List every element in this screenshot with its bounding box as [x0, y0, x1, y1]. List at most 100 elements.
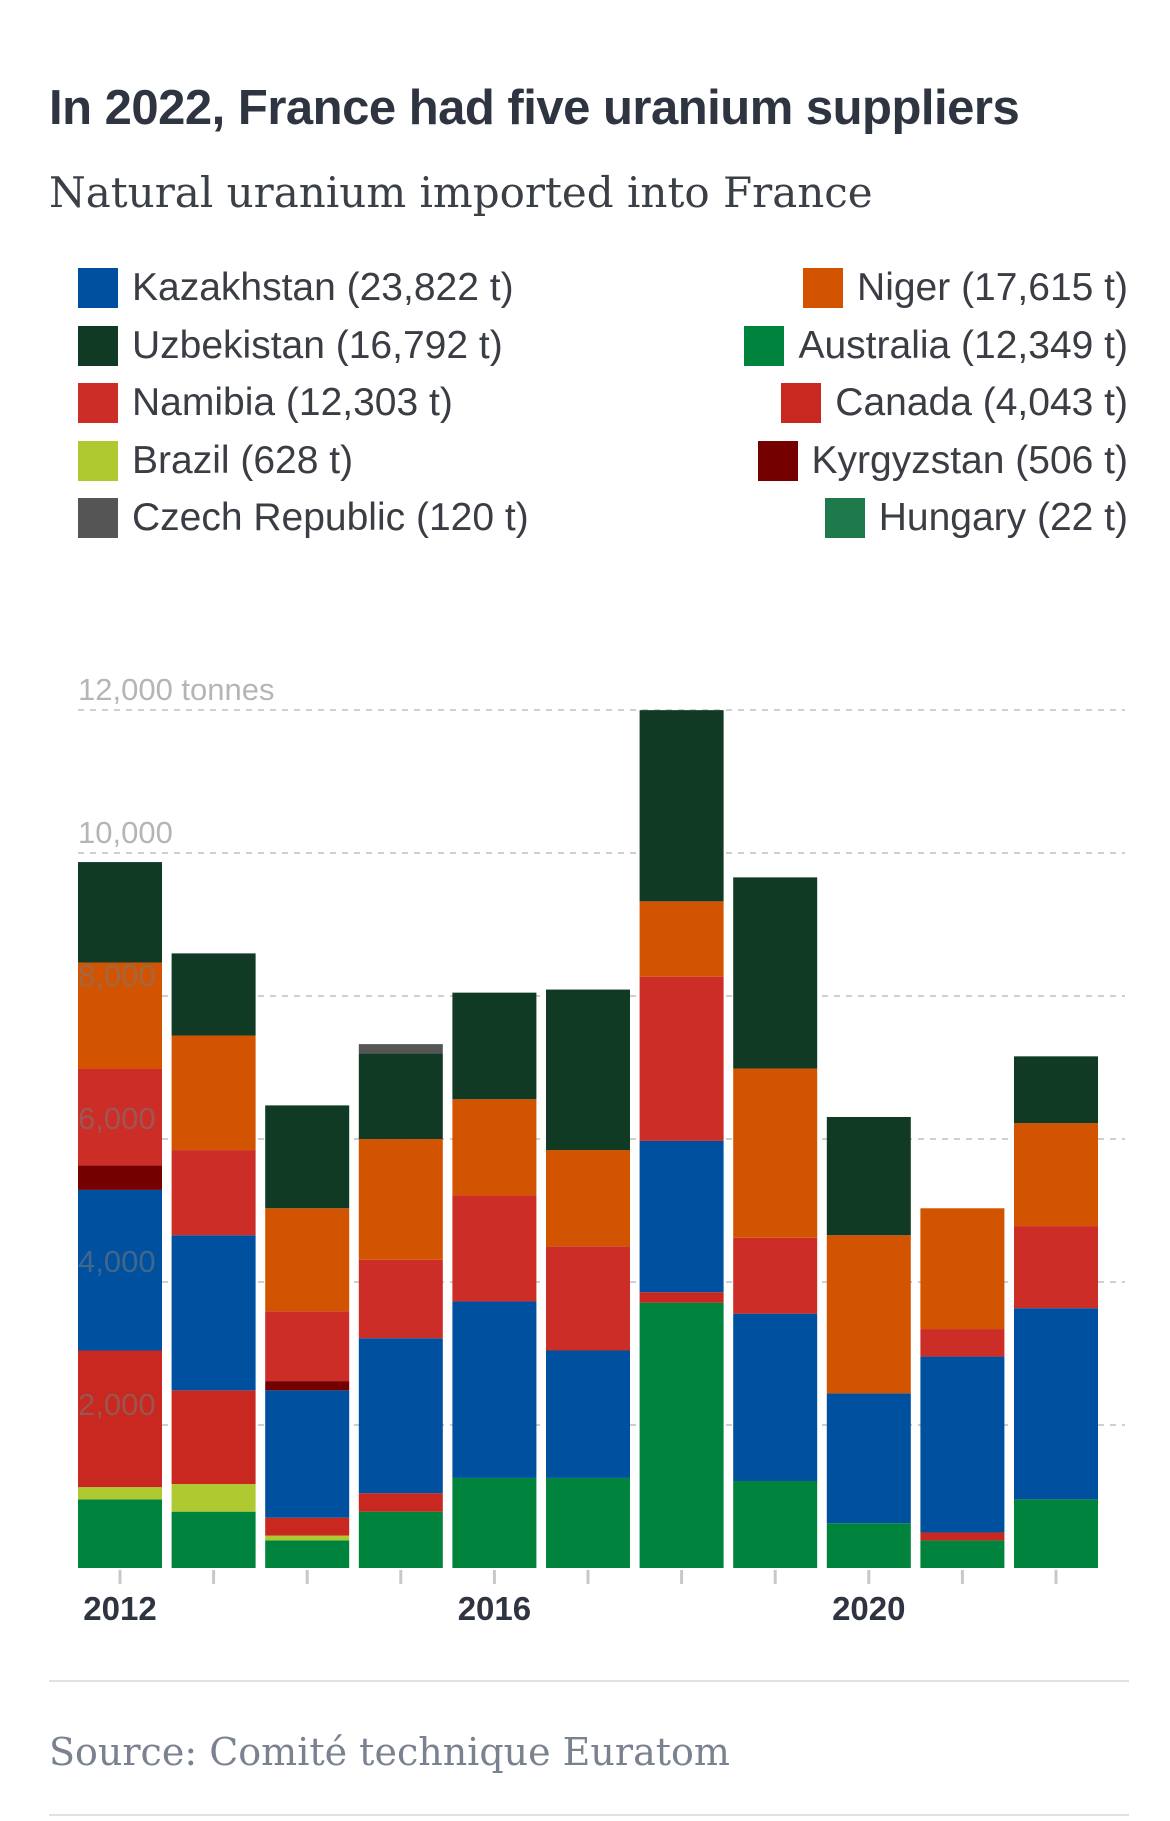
bar-segment-niger-2020 [826, 1235, 911, 1394]
bar-segment-uzbekistan-2013 [171, 953, 256, 1036]
bar-segment-brazil-2012 [78, 1487, 162, 1500]
bar-segment-australia-2015 [358, 1511, 443, 1568]
legend-row: Czech Republic (120 t) Hungary (22 t) [78, 496, 1128, 554]
legend-swatch [757, 440, 798, 481]
legend-label: Canada (4,043 t) [835, 381, 1128, 424]
y-tick-label: 10,000 [78, 815, 173, 850]
bar-segment-uzbekistan-2022 [1014, 1056, 1098, 1124]
x-tick-label: 2020 [832, 1590, 905, 1627]
bar-segment-uzbekistan-2019 [733, 877, 818, 1069]
bar-segment-namibia-2013 [171, 1150, 256, 1236]
bar-segment-niger-2014 [265, 1208, 350, 1312]
legend-item-canada: Canada (4,043 t) [781, 381, 1128, 425]
legend-label: Hungary (22 t) [878, 496, 1128, 539]
divider [49, 1680, 1129, 1682]
bar-segment-brazil-2013 [171, 1484, 256, 1512]
source-note: Source: Comité technique Euratom [49, 1730, 730, 1774]
legend-label: Niger (17,615 t) [857, 266, 1128, 309]
legend-swatch [78, 383, 118, 423]
legend-item-niger: Niger (17,615 t) [803, 266, 1128, 310]
bar-segment-niger-2019 [733, 1068, 818, 1238]
bar-segment-canada-2012 [78, 1350, 162, 1488]
legend-label: Uzbekistan (16,792 t) [132, 323, 503, 367]
y-tick-label: 8,000 [78, 958, 156, 993]
bar-segment-niger-2018 [639, 901, 724, 977]
bar-segment-canada-2013 [171, 1390, 256, 1485]
bar-segment-niger-2022 [1014, 1123, 1098, 1227]
bar-segment-kyrgyzstan-2014 [265, 1381, 350, 1391]
legend-item-czech: Czech Republic (120 t) [78, 496, 529, 540]
legend-item-kazakhstan: Kazakhstan (23,822 t) [78, 266, 514, 310]
legend-swatch [744, 325, 785, 366]
legend-row: Namibia (12,303 t) Canada (4,043 t) [78, 381, 1128, 439]
bar-segment-czech-2015 [358, 1044, 443, 1054]
bar-segment-namibia-2017 [546, 1246, 630, 1351]
bar-segment-niger-2015 [358, 1139, 443, 1260]
bar-segment-australia-2019 [733, 1480, 818, 1568]
legend-swatch [78, 440, 118, 481]
legend-row: Uzbekistan (16,792 t) Australia (12,349 t… [78, 324, 1128, 382]
bar-segment-namibia-2021 [920, 1329, 1005, 1357]
bar-segment-niger-2012 [78, 962, 162, 1069]
bar-segment-brazil-2014 [265, 1535, 350, 1541]
bar-segment-kazakhstan-2019 [733, 1313, 818, 1481]
legend-label: Czech Republic (120 t) [132, 496, 529, 539]
bar-segment-kazakhstan-2013 [171, 1235, 256, 1391]
legend-label: Kyrgyzstan (506 t) [811, 438, 1128, 482]
bar-segment-canada-2018 [639, 1292, 724, 1303]
bar-segment-kazakhstan-2015 [358, 1338, 443, 1494]
bar-segment-namibia-2015 [358, 1259, 443, 1339]
bar-segment-namibia-2016 [452, 1195, 537, 1302]
y-tick-label: 4,000 [78, 1244, 156, 1279]
bar-segment-kazakhstan-2017 [546, 1350, 630, 1478]
bar-segment-canada-2014 [265, 1517, 350, 1536]
legend-label: Kazakhstan (23,822 t) [132, 266, 514, 309]
bar-segment-uzbekistan-2018 [639, 710, 724, 902]
legend-item-australia: Australia (12,349 t) [744, 324, 1128, 368]
bar-segment-australia-2012 [78, 1499, 162, 1568]
legend-label: Brazil (628 t) [132, 438, 354, 482]
legend-item-kyrgyzstan: Kyrgyzstan (506 t) [757, 438, 1128, 483]
bar-segment-australia-2016 [452, 1477, 537, 1568]
bar-segment-kyrgyzstan-2012 [78, 1165, 162, 1190]
bar-segment-kazakhstan-2022 [1014, 1308, 1098, 1500]
legend-item-namibia: Namibia (12,303 t) [78, 381, 453, 425]
bar-segment-australia-2013 [171, 1511, 256, 1568]
bar-segment-canada-2021 [920, 1532, 1005, 1541]
legend-swatch [78, 325, 118, 366]
bar-segment-kazakhstan-2018 [639, 1140, 724, 1293]
bar-segment-niger-2017 [546, 1150, 630, 1247]
chart-title: In 2022, France had five uranium supplie… [49, 81, 1020, 135]
legend-swatch [78, 498, 118, 538]
bar-segment-namibia-2012 [78, 1068, 162, 1166]
bar-segment-australia-2020 [826, 1523, 911, 1568]
bar-segment-kazakhstan-2021 [920, 1356, 1005, 1533]
bar-segment-australia-2022 [1014, 1499, 1098, 1568]
bar-segment-uzbekistan-2014 [265, 1105, 350, 1209]
divider [49, 1814, 1129, 1816]
bar-segment-niger-2016 [452, 1099, 537, 1196]
bar-segment-australia-2014 [265, 1540, 350, 1568]
bar-segment-niger-2021 [920, 1208, 1005, 1330]
y-tick-label: 2,000 [78, 1387, 156, 1422]
legend-swatch [803, 268, 844, 308]
bar-segment-kazakhstan-2016 [452, 1301, 537, 1478]
x-tick-label: 2012 [83, 1590, 156, 1627]
legend: Kazakhstan (23,822 t) Niger (17,615 t) Uzb… [78, 266, 1128, 554]
x-tick-label: 2016 [458, 1590, 531, 1627]
bar-segment-namibia-2019 [733, 1237, 818, 1314]
legend-item-hungary: Hungary (22 t) [824, 496, 1128, 540]
legend-label: Australia (12,349 t) [798, 323, 1128, 367]
legend-item-brazil: Brazil (628 t) [78, 439, 353, 483]
bar-segment-uzbekistan-2015 [358, 1053, 443, 1140]
legend-swatch [824, 498, 865, 538]
legend-swatch [781, 383, 822, 423]
bar-segment-kazakhstan-2020 [826, 1393, 911, 1524]
bar-segment-uzbekistan-2020 [826, 1116, 911, 1236]
legend-swatch [78, 268, 118, 308]
chart-subtitle: Natural uranium imported into France [49, 168, 873, 217]
bar-segment-canada-2015 [358, 1493, 443, 1512]
bar-segment-australia-2021 [920, 1540, 1005, 1568]
bar-segment-uzbekistan-2012 [78, 862, 162, 963]
